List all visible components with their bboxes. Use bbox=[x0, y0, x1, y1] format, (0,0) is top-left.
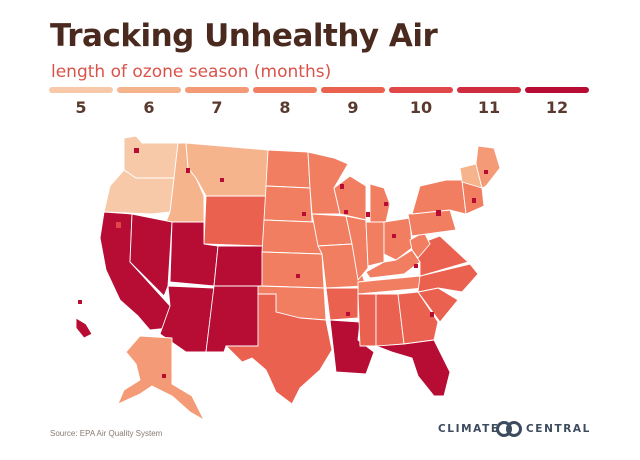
state-oregon bbox=[103, 169, 175, 215]
hotspot-michigan bbox=[384, 202, 388, 206]
hotspot-new-york bbox=[436, 210, 441, 216]
legend-item-12: 12 bbox=[525, 87, 589, 127]
legend-label: 12 bbox=[545, 98, 569, 117]
brand-text-left: CLIMATE bbox=[438, 423, 500, 435]
state-north-dakota bbox=[265, 149, 311, 189]
state-ohio bbox=[383, 217, 413, 261]
legend-item-10: 10 bbox=[389, 87, 453, 127]
legend-swatch bbox=[457, 87, 521, 93]
state-georgia bbox=[397, 291, 439, 345]
legend-label: 7 bbox=[211, 98, 223, 117]
hotspot-arkansas bbox=[346, 312, 350, 316]
state-washington bbox=[123, 135, 179, 179]
state-florida bbox=[375, 339, 451, 397]
hotspot-kansas bbox=[296, 274, 300, 278]
climate-central-logo: CLIMATE CENTRAL bbox=[438, 420, 598, 440]
legend-swatch bbox=[49, 87, 113, 93]
hotspot-seattle bbox=[134, 148, 139, 153]
state-colorado bbox=[213, 245, 265, 287]
state-tennessee bbox=[357, 275, 425, 295]
hotspot-hawaii-island bbox=[78, 300, 82, 304]
legend-item-8: 8 bbox=[253, 87, 317, 127]
hotspot-ohio bbox=[392, 234, 396, 238]
legend-label: 9 bbox=[347, 98, 359, 117]
state-nevada bbox=[129, 213, 173, 297]
hotspot-markers bbox=[78, 148, 488, 378]
legend-item-9: 9 bbox=[321, 87, 385, 127]
state-hawaii bbox=[75, 317, 93, 339]
map-title: Tracking Unhealthy Air bbox=[50, 18, 438, 54]
hotspot-minnesota bbox=[340, 184, 344, 189]
legend-label: 8 bbox=[279, 98, 291, 117]
hotspot-iowa bbox=[302, 212, 306, 216]
state-north-carolina bbox=[417, 263, 479, 293]
hotspot-boise bbox=[186, 168, 190, 173]
legend-label: 10 bbox=[409, 98, 433, 117]
state-indiana bbox=[365, 221, 385, 267]
state-texas bbox=[225, 293, 333, 405]
legend-item-6: 6 bbox=[117, 87, 181, 127]
hotspot-boston bbox=[472, 198, 476, 203]
hotspot-wisconsin bbox=[344, 210, 348, 214]
state-wyoming bbox=[203, 195, 267, 247]
legend-swatch bbox=[253, 87, 317, 93]
legend-swatch bbox=[525, 87, 589, 93]
state-arkansas bbox=[325, 287, 359, 321]
state-nebraska bbox=[261, 219, 323, 255]
hotspot-maine bbox=[484, 170, 488, 174]
legend-label: 11 bbox=[477, 98, 501, 117]
state-illinois bbox=[345, 215, 369, 281]
legend-swatch bbox=[117, 87, 181, 93]
hotspot-montana bbox=[220, 178, 224, 182]
hotspot-virginia bbox=[414, 264, 418, 268]
hotspot-chicago bbox=[366, 212, 370, 217]
legend-item-7: 7 bbox=[185, 87, 249, 127]
legend-item-5: 5 bbox=[49, 87, 113, 127]
legend: 5 6 7 8 9 10 11 12 bbox=[49, 87, 591, 127]
hotspot-georgia bbox=[430, 312, 434, 317]
state-south-dakota bbox=[263, 185, 313, 223]
map-subtitle: length of ozone season (months) bbox=[51, 62, 332, 82]
source-note: Source: EPA Air Quality System bbox=[50, 429, 163, 438]
legend-label: 5 bbox=[75, 98, 87, 117]
state-new-mexico bbox=[205, 285, 263, 353]
legend-label: 6 bbox=[143, 98, 155, 117]
state-new-york bbox=[411, 179, 467, 215]
legend-swatch bbox=[389, 87, 453, 93]
state-maine bbox=[475, 145, 501, 189]
state-iowa bbox=[311, 213, 353, 247]
hotspot-alaska bbox=[162, 374, 166, 378]
legend-item-11: 11 bbox=[457, 87, 521, 127]
brand-text-right: CENTRAL bbox=[526, 423, 591, 435]
state-mississippi bbox=[357, 293, 377, 347]
state-kansas bbox=[261, 251, 325, 289]
legend-swatch bbox=[321, 87, 385, 93]
hotspot-oregon bbox=[116, 222, 121, 228]
double-ring-logo-icon bbox=[496, 421, 522, 437]
state-alaska bbox=[117, 335, 205, 421]
legend-swatch bbox=[185, 87, 249, 93]
